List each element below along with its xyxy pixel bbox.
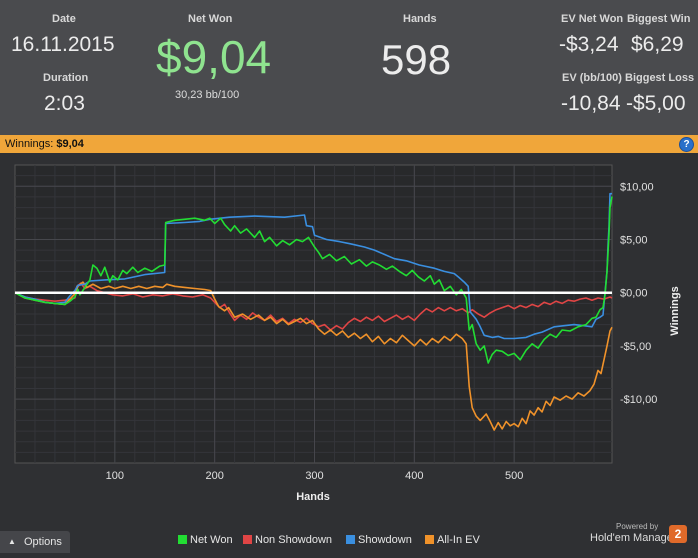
x-tick-label: 300 <box>305 470 323 482</box>
legend-label-net-won: Net Won <box>190 534 233 546</box>
date-label: Date <box>52 13 76 25</box>
ev-netwon-label: EV Net Won <box>561 13 624 25</box>
legend-label-allin-ev: All-In EV <box>437 534 480 546</box>
hands-value: 598 <box>381 36 452 83</box>
netwon-bb100: 30,23 bb/100 <box>175 89 240 101</box>
x-axis: 100 200 300 400 500 <box>106 470 524 482</box>
winnings-banner-value: $9,04 <box>56 138 84 150</box>
series-line-showdown <box>14 192 612 340</box>
series-line-net-won <box>14 196 613 364</box>
winnings-banner-text: Winnings: $9,04 <box>5 138 84 150</box>
x-tick-label: 500 <box>505 470 523 482</box>
legend-label-non-showdown: Non Showdown <box>255 534 333 546</box>
series-line-non-showdown <box>14 282 613 331</box>
duration-label: Duration <box>43 72 89 84</box>
legend-item-non-showdown[interactable]: Non Showdown <box>243 534 332 546</box>
series-line-all-in-ev <box>14 281 613 431</box>
grid <box>15 165 612 463</box>
y-axis: $10,00 $5,00 $0,00 -$5,00 -$10,00 <box>620 181 657 406</box>
legend-swatch-allin-ev <box>425 535 434 544</box>
legend-item-net-won[interactable]: Net Won <box>178 534 233 546</box>
options-label: Options <box>24 536 62 548</box>
x-axis-label: Hands <box>296 491 330 503</box>
biggest-win-label: Biggest Win <box>627 13 691 25</box>
netwon-label: Net Won <box>188 13 233 25</box>
winnings-banner-label: Winnings: <box>5 138 54 150</box>
legend-swatch-non-showdown <box>243 535 252 544</box>
legend-swatch-net-won <box>178 535 187 544</box>
date-value: 16.11.2015 <box>11 33 115 56</box>
winnings-banner: Winnings: $9,04 ? <box>0 135 698 153</box>
legend-swatch-showdown <box>346 535 355 544</box>
session-stats-panel: Date 16.11.2015 Duration 2:03 Net Won $9… <box>0 0 698 135</box>
x-tick-label: 200 <box>205 470 223 482</box>
help-icon[interactable]: ? <box>679 137 694 152</box>
ev-bb-value: -10,84 <box>561 92 621 115</box>
ev-bb-label: EV (bb/100) <box>562 72 622 84</box>
series-group <box>14 192 613 431</box>
holdem-manager-brand: Powered by Hold'em Manager 2 <box>590 522 695 550</box>
legend-label-showdown: Showdown <box>358 534 412 546</box>
options-arrow-icon: ▲ <box>8 537 16 546</box>
y-tick-label: $10,00 <box>620 181 654 193</box>
powered-by-text: Powered by <box>616 522 659 531</box>
biggest-loss-value: -$5,00 <box>626 92 686 115</box>
netwon-value: $9,04 <box>156 31 272 83</box>
legend-item-showdown[interactable]: Showdown <box>346 534 412 546</box>
biggest-win-value: $6,29 <box>631 33 684 56</box>
legend-item-allin-ev[interactable]: All-In EV <box>425 534 480 546</box>
y-tick-label: $0,00 <box>620 288 648 300</box>
ev-netwon-value: -$3,24 <box>559 33 619 56</box>
winnings-chart-svg: 100 200 300 400 500 $10,00 $5,00 $0,00 -$5,00 -$… <box>14 164 681 503</box>
x-tick-label: 400 <box>405 470 423 482</box>
holdem-manager-logo: 2 <box>669 525 687 543</box>
winnings-chart: 100 200 300 400 500 $10,00 $5,00 $0,00 -$5,00 -$… <box>0 153 698 553</box>
y-tick-label: $5,00 <box>620 235 648 247</box>
biggest-loss-label: Biggest Loss <box>625 72 695 84</box>
y-axis-label: Winnings <box>669 286 681 335</box>
chart-legend: Net Won Non Showdown Showdown All-In EV <box>0 534 698 548</box>
options-button[interactable]: ▲ Options <box>0 531 70 553</box>
y-tick-label: -$5,00 <box>620 341 651 353</box>
brand-name: Hold'em Manager <box>590 532 677 544</box>
x-tick-label: 100 <box>106 470 124 482</box>
duration-value: 2:03 <box>44 92 85 115</box>
y-tick-label: -$10,00 <box>620 394 657 406</box>
hands-label: Hands <box>403 13 437 25</box>
